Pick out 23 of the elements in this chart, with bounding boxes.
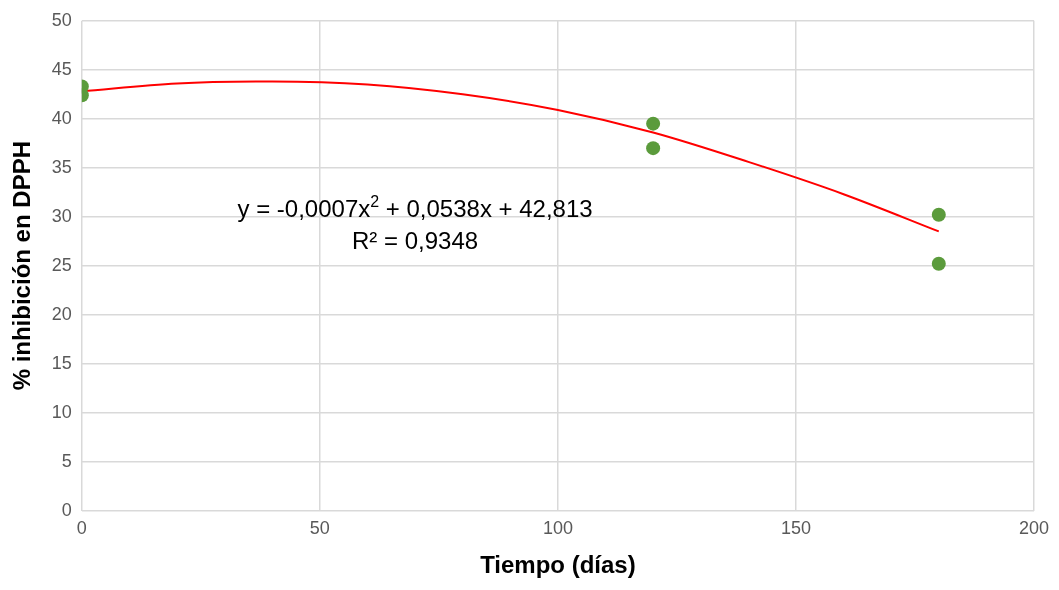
x-axis-title: Tiempo (días): [480, 551, 636, 579]
y-tick-label: 0: [61, 499, 72, 520]
y-tick-label: 30: [51, 205, 72, 226]
x-tick-label: 200: [1018, 518, 1050, 539]
point: [931, 256, 946, 271]
y-tick-label: 25: [51, 254, 72, 275]
annotation: R² = 0,9348: [352, 226, 479, 254]
y-tick-label: 50: [51, 9, 72, 30]
point: [646, 141, 661, 156]
x-tick-label: 50: [309, 518, 330, 539]
y-axis-title: % inhibición en DPPH: [8, 141, 36, 391]
x-tick-label: 150: [780, 518, 811, 539]
point: [931, 207, 946, 222]
y-tick-label: 15: [51, 352, 72, 373]
y-tick-label: 45: [51, 58, 72, 79]
y-tick-label: 10: [51, 401, 72, 422]
y-tick-label: 20: [51, 303, 72, 324]
point: [646, 116, 661, 131]
y-tick-label: 40: [51, 107, 72, 128]
y-tick-label: 5: [61, 450, 72, 471]
x-tick-label: 0: [76, 518, 87, 539]
x-tick-label: 100: [542, 518, 573, 539]
y-tick-label: 35: [51, 156, 72, 177]
